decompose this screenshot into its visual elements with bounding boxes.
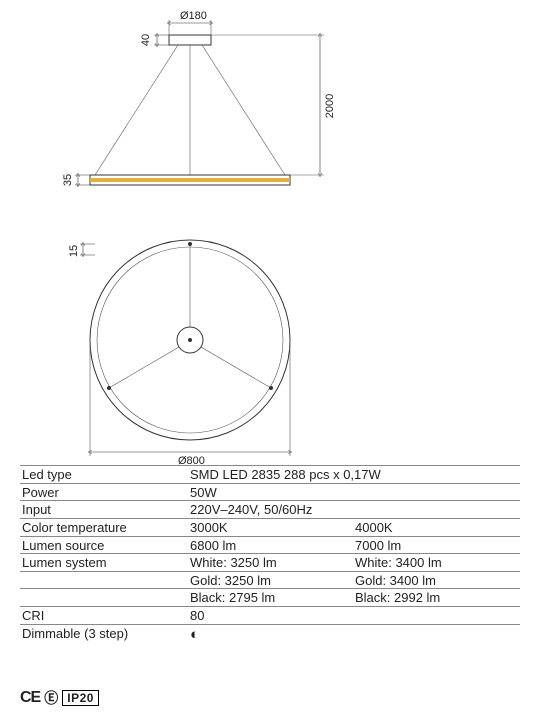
wire-right (202, 45, 285, 175)
spec-row: Color temperature 3000K 4000K (20, 518, 520, 536)
technical-drawing: Ø180 40 2000 35 Ø800 15 (40, 20, 400, 460)
spec-label: Input (20, 503, 190, 517)
spec-row: Lumen source 6800 lm 7000 lm (20, 536, 520, 554)
spec-label: Led type (20, 468, 190, 482)
spec-value-col1: White: 3250 lm (190, 556, 355, 570)
spec-label (20, 574, 190, 588)
label-ring-wall: 15 (68, 245, 80, 257)
wire-left (95, 45, 178, 175)
spec-label: Color temperature (20, 521, 190, 535)
spec-value-col2: White: 3400 lm (355, 556, 520, 570)
label-canopy-h: 40 (140, 34, 152, 46)
spec-value-col1: 6800 lm (190, 539, 355, 553)
spoke-3 (109, 347, 179, 388)
certification-icons: CE Ⓔ IP20 (20, 688, 99, 708)
spec-value-col2: 4000K (355, 521, 520, 535)
spec-label: Lumen system (20, 556, 190, 570)
spec-row: Lumen system White: 3250 lm White: 3400 … (20, 553, 520, 571)
spec-row: Input 220V–240V, 50/60Hz (20, 500, 520, 518)
spec-value-col2: Black: 2992 lm (355, 591, 520, 605)
spec-value: 220V–240V, 50/60Hz (190, 503, 520, 517)
spec-label: CRI (20, 609, 190, 623)
spec-label: Lumen source (20, 539, 190, 553)
product-spec-sheet: Ø180 40 2000 35 Ø800 15 Led type SMD LED… (0, 0, 540, 720)
spec-row: Gold: 3250 lm Gold: 3400 lm (20, 571, 520, 589)
hub-dot (188, 338, 192, 342)
spec-row: CRI 80 (20, 606, 520, 624)
label-ring-thk: 35 (62, 174, 74, 186)
spec-row: Black: 2795 lm Black: 2992 lm (20, 588, 520, 606)
spec-label: Power (20, 486, 190, 500)
drawing-svg (40, 20, 400, 460)
spec-value-col2: Gold: 3400 lm (355, 574, 520, 588)
spec-row: Led type SMD LED 2835 288 pcs x 0,17W (20, 465, 520, 483)
spec-value: 50W (190, 486, 520, 500)
spec-value-col2: 7000 lm (355, 539, 520, 553)
spec-value-col1: 3000K (190, 521, 355, 535)
spec-row: Power 50W (20, 483, 520, 501)
spec-table: Led type SMD LED 2835 288 pcs x 0,17W Po… (20, 465, 520, 644)
label-canopy-dia: Ø180 (180, 10, 207, 22)
spec-value-col1: Black: 2795 lm (190, 591, 355, 605)
spec-label: Dimmable (3 step) (20, 627, 190, 643)
spec-value-col1: Gold: 3250 lm (190, 574, 355, 588)
dimmable-icon: ◐ (190, 627, 520, 643)
canopy-rect (169, 35, 211, 45)
spoke-2 (201, 347, 271, 388)
ip-rating-badge: IP20 (62, 690, 99, 706)
spec-label (20, 591, 190, 605)
spec-row: Dimmable (3 step) ◐ (20, 624, 520, 644)
spec-value: SMD LED 2835 288 pcs x 0,17W (190, 468, 520, 482)
label-drop: 2000 (324, 94, 336, 118)
ce-mark-icon: CE (20, 689, 40, 707)
eurasian-mark-icon: Ⓔ (44, 688, 58, 708)
spec-value: 80 (190, 609, 520, 623)
